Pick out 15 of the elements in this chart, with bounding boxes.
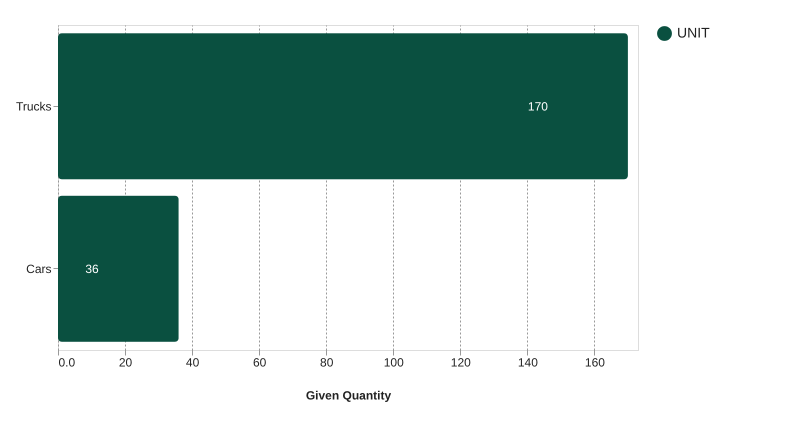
x-tick-label: 140 xyxy=(518,356,538,370)
x-tick-label: 20 xyxy=(118,356,133,370)
data-label: 170 xyxy=(528,99,548,114)
x-tick-label: 40 xyxy=(186,356,200,370)
x-tick-label: 60 xyxy=(252,356,267,370)
x-tick-label: 160 xyxy=(584,356,606,370)
x-tick-label: 100 xyxy=(384,356,404,370)
x-axis-title: Given Quantity xyxy=(306,388,392,402)
y-tick-label: Trucks xyxy=(16,99,52,114)
data-label: 36 xyxy=(85,262,100,276)
legend-label: UNIT xyxy=(677,24,710,40)
x-tick-label: 0.0 xyxy=(58,356,76,370)
x-tick-label: 80 xyxy=(320,356,334,370)
x-tick-label: 120 xyxy=(450,356,472,370)
y-tick-label: Cars xyxy=(26,262,52,276)
